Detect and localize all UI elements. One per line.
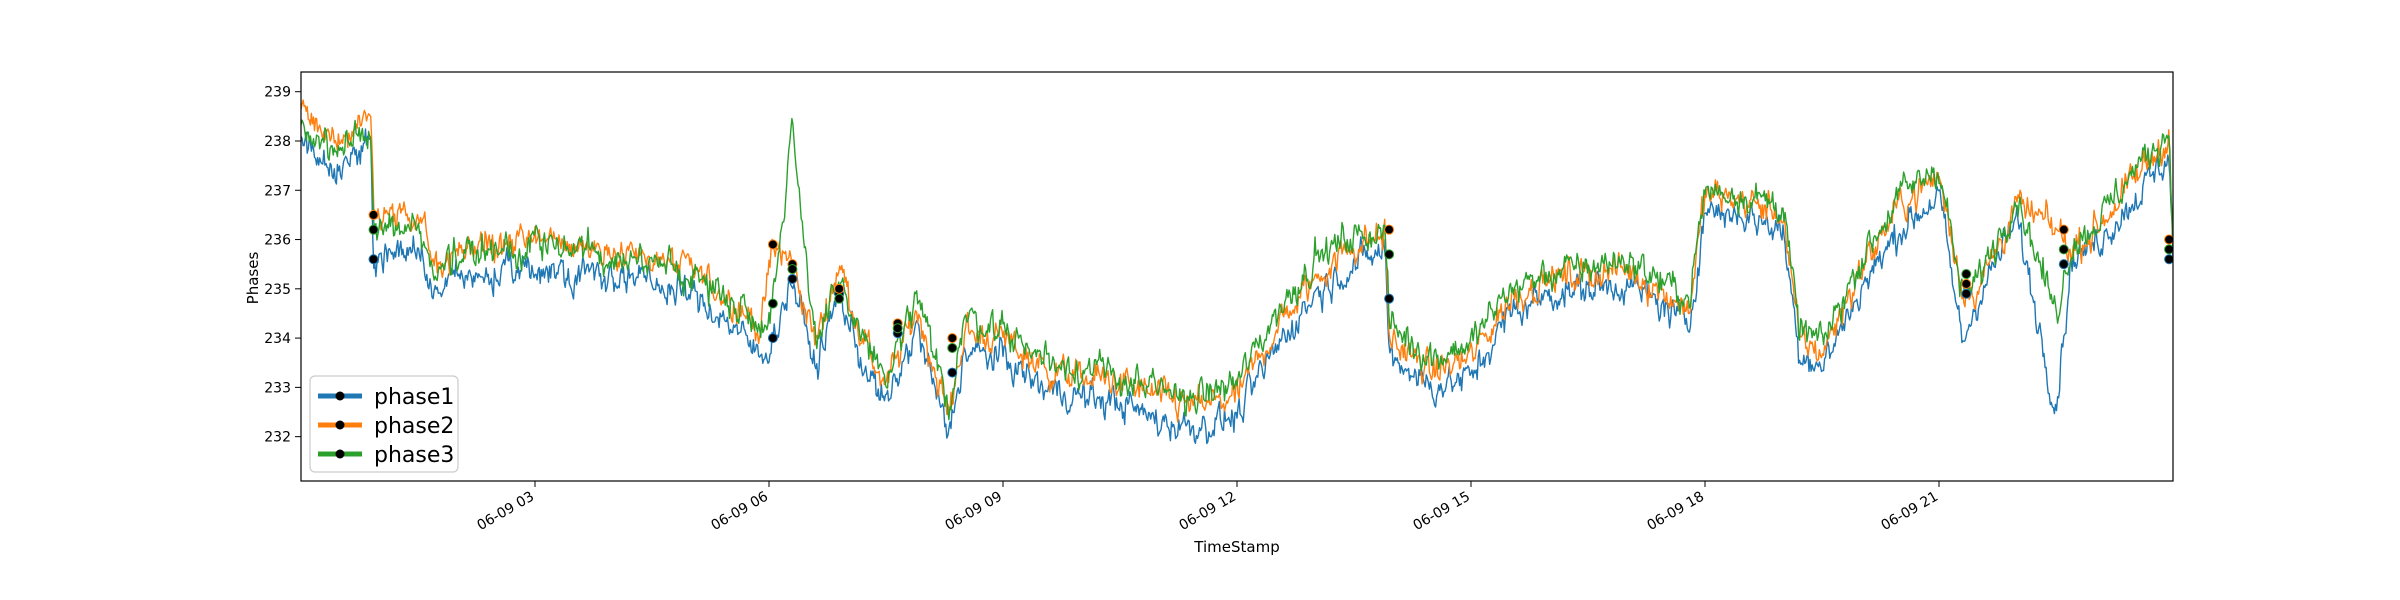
change-point-marker: [1961, 278, 1972, 289]
change-point-marker: [368, 254, 379, 265]
change-point-marker: [947, 333, 958, 344]
change-point-marker: [947, 342, 958, 353]
change-point-marker: [2058, 224, 2069, 235]
change-point-marker: [1384, 224, 1395, 235]
y-tick-label: 233: [264, 380, 291, 396]
y-axis-ticks: 232 233 234 235 236 237 238 239: [264, 85, 301, 446]
legend-box: [309, 375, 459, 473]
y-tick-label: 237: [264, 183, 291, 199]
y-tick-label: 235: [264, 282, 291, 298]
y-tick-label: 238: [264, 134, 291, 150]
y-tick-label: 239: [264, 85, 291, 101]
legend-label-phase3: phase3: [374, 443, 454, 468]
marker-layer: [368, 209, 2173, 378]
y-tick-label: 236: [264, 233, 291, 249]
x-tick-label: 06-09 15: [1410, 489, 1473, 534]
y-tick-label: 232: [264, 430, 291, 446]
x-axis-label: TimeStamp: [1193, 538, 1279, 556]
change-point-marker: [767, 298, 778, 309]
x-tick-label: 06-09 12: [1176, 489, 1239, 534]
change-point-marker: [1961, 288, 1972, 299]
change-point-marker: [368, 209, 379, 220]
chart-legend: phase1 phase2 phase3: [309, 375, 459, 473]
x-tick-label: 06-09 06: [708, 489, 771, 534]
change-point-marker: [2058, 259, 2069, 270]
change-point-marker: [1961, 269, 1972, 280]
change-point-marker: [767, 239, 778, 250]
change-point-marker: [892, 323, 903, 334]
legend-marker-phase2: [335, 420, 345, 430]
series-layer: [301, 99, 2173, 445]
change-point-marker: [947, 367, 958, 378]
x-axis-ticks: 06-09 03 06-09 06 06-09 09 06-09 12 06-09 15…: [474, 481, 1941, 534]
change-point-marker: [834, 293, 845, 304]
x-tick-label: 06-09 03: [474, 489, 537, 534]
legend-label-phase1: phase1: [374, 385, 454, 410]
change-point-marker: [2164, 244, 2173, 255]
change-point-marker: [2164, 254, 2173, 265]
series-line-phase2: [301, 99, 2173, 423]
change-point-marker: [1384, 293, 1395, 304]
y-tick-label: 234: [264, 331, 291, 347]
x-tick-label: 06-09 09: [942, 489, 1005, 534]
legend-label-phase2: phase2: [374, 414, 454, 439]
change-point-marker: [767, 333, 778, 344]
x-tick-label: 06-09 21: [1878, 489, 1941, 534]
change-point-marker: [787, 273, 798, 284]
change-point-marker: [834, 283, 845, 294]
change-point-marker: [368, 224, 379, 235]
x-tick-label: 06-09 18: [1644, 489, 1707, 534]
change-point-marker: [787, 264, 798, 275]
change-point-marker: [1384, 249, 1395, 260]
change-point-marker: [2058, 244, 2069, 255]
y-axis-label: Phases: [244, 252, 262, 305]
legend-marker-phase3: [335, 449, 345, 459]
plot-frame: [300, 71, 2174, 482]
series-line-phase1: [301, 128, 2173, 445]
series-line-phase3: [301, 117, 2173, 421]
change-point-marker: [2164, 234, 2173, 245]
legend-marker-phase1: [335, 391, 345, 401]
